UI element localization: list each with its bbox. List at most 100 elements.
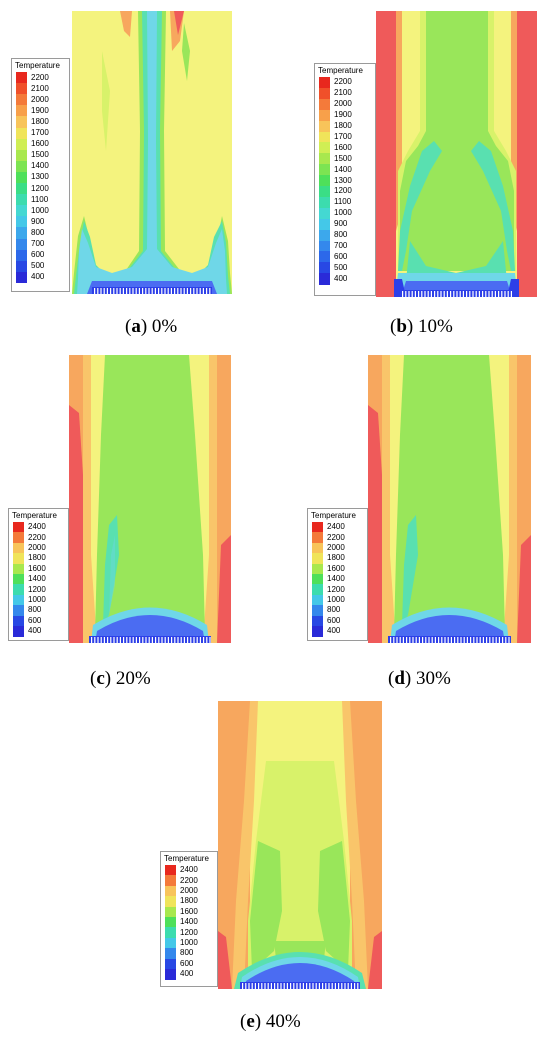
contour-plot-c <box>69 355 231 643</box>
plate-hole <box>444 637 446 643</box>
legend-tick-label: 1800 <box>31 116 49 126</box>
legend-swatch <box>165 937 176 949</box>
plate-hole <box>469 291 471 297</box>
plate-hole <box>129 288 131 294</box>
plate-hole <box>434 637 436 643</box>
plate-hole <box>440 291 442 297</box>
plate-hole <box>113 288 115 294</box>
legend-swatch <box>16 127 27 140</box>
plate-hole <box>248 983 250 989</box>
legend-swatch <box>319 120 330 132</box>
plate-hole <box>390 637 392 643</box>
plate-hole <box>309 983 311 989</box>
legend-swatch <box>16 249 27 262</box>
legend-swatch <box>319 164 330 176</box>
caption-letter-e: e <box>246 1011 255 1032</box>
plate-hole <box>164 637 166 643</box>
caption-c: (c) 20% <box>90 668 151 689</box>
perforated-plate-e <box>240 982 360 989</box>
legend-swatch <box>16 94 27 106</box>
plate-hole <box>421 291 423 297</box>
legend-tick-label: 2200 <box>28 532 46 542</box>
legend-swatch <box>16 271 27 284</box>
legend-swatch <box>16 216 27 228</box>
legend-tick-label: 500 <box>31 261 45 271</box>
plate-hole <box>106 288 108 294</box>
legend-tick-label: 2000 <box>180 886 198 895</box>
plate-hole <box>97 288 99 294</box>
legend-title-a: Temperature <box>15 61 60 70</box>
legend-swatch <box>312 594 323 606</box>
plate-hole <box>498 291 500 297</box>
legend-swatch <box>13 615 24 627</box>
plate-hole <box>470 637 472 643</box>
legend-tick-label: 600 <box>28 615 42 625</box>
legend-swatch <box>319 186 330 198</box>
plate-hole <box>510 291 512 297</box>
plate-hole <box>113 637 115 643</box>
plate-hole <box>245 983 247 989</box>
legend-swatch <box>165 917 176 928</box>
plate-hole <box>315 983 317 989</box>
plate-hole <box>505 637 507 643</box>
legend-tick-label: 400 <box>180 969 194 979</box>
contour-plot-e <box>218 701 382 989</box>
legend-tick-label: 1600 <box>327 563 345 573</box>
plate-hole <box>459 291 461 297</box>
perforated-plate-a <box>92 287 212 294</box>
legend-tick-label: 700 <box>31 239 45 249</box>
perforated-plate-c <box>89 636 211 643</box>
legend-tick-label: 1400 <box>334 164 352 174</box>
legend-title-c: Temperature <box>12 511 57 520</box>
plate-hole <box>501 291 503 297</box>
legend-swatch <box>319 153 330 165</box>
plate-hole <box>431 637 433 643</box>
plate-hole <box>438 637 440 643</box>
plate-hole <box>123 637 125 643</box>
plate-hole <box>170 288 172 294</box>
legend-swatch <box>165 969 176 980</box>
plate-hole <box>145 637 147 643</box>
legend-tick-label: 1800 <box>28 553 46 563</box>
legend-e: Temperature 2400 2200 2000 1800 1600 1400 1200… <box>160 851 218 987</box>
legend-tick-label: 700 <box>334 240 348 250</box>
plate-hole <box>167 637 169 643</box>
plate-hole <box>138 288 140 294</box>
legend-swatch <box>319 175 330 187</box>
legend-swatch <box>13 553 24 565</box>
plate-hole <box>183 637 185 643</box>
plate-hole <box>119 637 121 643</box>
legend-swatch <box>16 171 27 184</box>
legend-swatch <box>319 207 330 220</box>
plate-hole <box>164 288 166 294</box>
legend-tick-label: 2100 <box>31 83 49 93</box>
plate-hole <box>428 637 430 643</box>
plate-hole <box>119 288 121 294</box>
plate-hole <box>142 288 144 294</box>
plate-hole <box>463 637 465 643</box>
legend-tick-label: 1800 <box>327 553 345 563</box>
plate-hole <box>402 637 404 643</box>
legend-tick-label: 400 <box>327 626 341 636</box>
plate-hole <box>242 983 244 989</box>
plate-hole <box>180 637 182 643</box>
plate-hole <box>196 637 198 643</box>
legend-tick-label: 1400 <box>31 161 49 171</box>
legend-tick-label: 2200 <box>31 72 49 82</box>
plate-hole <box>145 288 147 294</box>
legend-d: Temperature 2400 2200 2000 1800 1600 1400 1200… <box>307 508 368 641</box>
plate-hole <box>135 288 137 294</box>
plate-hole <box>318 983 320 989</box>
plate-hole <box>174 288 176 294</box>
legend-tick-label: 1000 <box>327 595 345 604</box>
legend-swatch <box>319 229 330 241</box>
plate-hole <box>126 637 128 643</box>
legend-tick-label: 900 <box>31 216 45 226</box>
plate-hole <box>142 637 144 643</box>
plate-hole <box>126 288 128 294</box>
caption-a: (a) 0% <box>125 316 178 337</box>
plate-hole <box>293 983 295 989</box>
legend-swatch <box>319 240 330 252</box>
legend-swatch <box>165 906 176 918</box>
caption-letter-c: c <box>96 668 105 689</box>
